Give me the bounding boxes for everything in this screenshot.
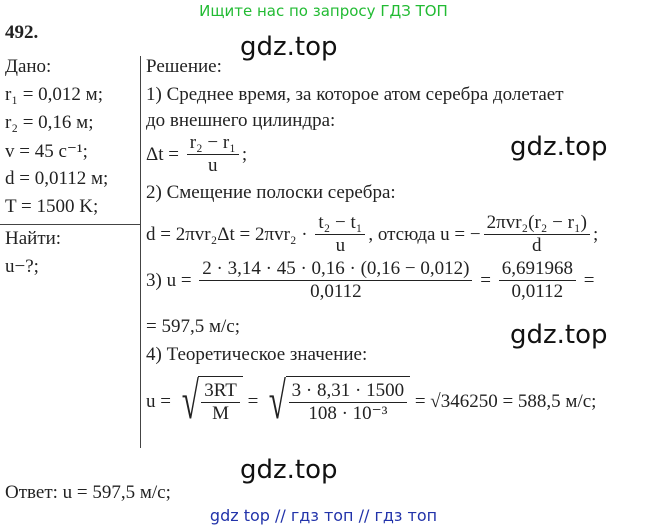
text: u =: [146, 391, 176, 412]
fraction: 2πvr₂(r₂ − r₁) d: [483, 212, 590, 257]
divider: [140, 56, 141, 448]
solution-line: d = 2πvr₂Δt = 2πvr₂ · t₂ − t₁ u, отсюда u…: [146, 212, 598, 257]
divider: [0, 224, 140, 225]
radicand: 3RT M: [198, 376, 243, 428]
given-item: r₂ = 0,16 м;: [5, 112, 94, 133]
solution-line: 3) u = 2 · 3,14 · 45 · 0,16 · (0,16 − 0,…: [146, 258, 594, 303]
solution-line: 4) Теоретическое значение:: [146, 344, 368, 365]
denominator: d: [532, 235, 542, 256]
text: ;: [592, 223, 599, 245]
fraction: 6,691968 0,0112: [498, 258, 576, 303]
problem-number: 492.: [5, 22, 39, 43]
text: = √346250 = 588,5 м/с;: [410, 391, 597, 412]
text: ;: [241, 143, 248, 165]
radical: √: [268, 373, 286, 430]
footer: gdz top // гдз топ // гдз топ: [209, 506, 438, 525]
solution-line: Δt = r₂ − r₁ u;: [146, 132, 247, 177]
text: d = 2πvr₂Δt = 2πvr₂ ·: [146, 223, 313, 245]
find-title: Найти:: [5, 228, 62, 249]
text: 3) u =: [146, 269, 197, 291]
solution-title: Решение:: [146, 56, 222, 77]
text: =: [578, 269, 595, 291]
solution-line: 1) Среднее время, за которое атом серебр…: [146, 84, 564, 105]
text: =: [242, 391, 264, 412]
fraction: t₂ − t₁ u: [315, 212, 366, 257]
find-item: u−?;: [5, 256, 39, 277]
denominator: 0,0112: [511, 281, 564, 302]
given-item: T = 1500 K;: [5, 196, 99, 217]
watermark: gdz.top: [510, 132, 608, 162]
numerator: 6,691968: [498, 258, 576, 281]
denominator: M: [212, 403, 230, 424]
radical: √: [181, 373, 199, 430]
given-item: v = 45 с⁻¹;: [5, 141, 88, 162]
watermark: gdz.top: [240, 455, 338, 485]
banner: Ищите нас по запросу ГДЗ ТОП: [199, 2, 448, 20]
denominator: 108 · 10⁻³: [308, 403, 388, 424]
watermark: gdz.top: [510, 320, 608, 350]
solution-line: u = √ 3RT M = √ 3 · 8,31 · 1500 108 · 10⁻³ =…: [146, 376, 596, 428]
numerator: 3RT: [201, 380, 240, 403]
square-root: √ 3RT M: [176, 376, 243, 428]
given-title: Дано:: [5, 56, 52, 77]
numerator: r₂ − r₁: [186, 132, 239, 155]
solution-line: 2) Смещение полоски серебра:: [146, 182, 396, 203]
fraction: 3RT M: [201, 380, 240, 425]
numerator: 3 · 8,31 · 1500: [288, 380, 408, 403]
fraction: 3 · 8,31 · 1500 108 · 10⁻³: [288, 380, 408, 425]
watermark: gdz.top: [240, 32, 338, 62]
numerator: 2πvr₂(r₂ − r₁): [483, 212, 590, 235]
solution-line: = 597,5 м/с;: [146, 316, 240, 337]
numerator: 2 · 3,14 · 45 · 0,16 · (0,16 − 0,012): [199, 258, 473, 281]
fraction: r₂ − r₁ u: [186, 132, 239, 177]
text: , отсюда u = −: [368, 223, 481, 245]
text: =: [475, 269, 496, 291]
given-item: r₁ = 0,012 м;: [5, 84, 103, 105]
square-root: √ 3 · 8,31 · 1500 108 · 10⁻³: [263, 373, 411, 430]
denominator: u: [208, 155, 218, 176]
answer: Ответ: u = 597,5 м/с;: [5, 482, 171, 503]
denominator: u: [335, 235, 346, 256]
given-item: d = 0,0112 м;: [5, 168, 109, 189]
fraction: 2 · 3,14 · 45 · 0,16 · (0,16 − 0,012) 0,0…: [199, 258, 473, 303]
numerator: t₂ − t₁: [315, 212, 366, 235]
denominator: 0,0112: [310, 281, 362, 302]
text: Δt =: [146, 143, 184, 165]
radicand: 3 · 8,31 · 1500 108 · 10⁻³: [285, 376, 411, 428]
solution-line: до внешнего цилиндра:: [146, 110, 336, 131]
